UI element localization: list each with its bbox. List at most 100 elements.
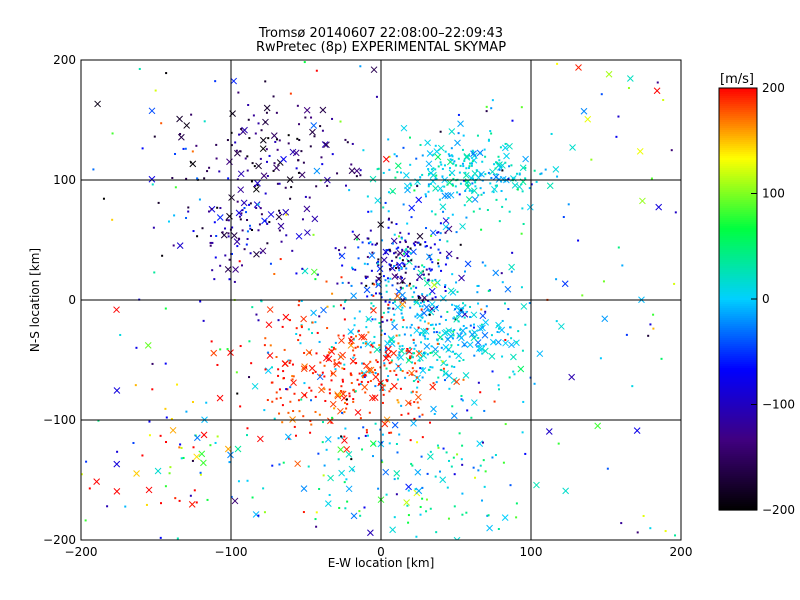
- data-point: [415, 376, 418, 379]
- data-point: [300, 398, 303, 401]
- data-point: [315, 525, 318, 528]
- data-point: [484, 470, 487, 473]
- data-point: [367, 381, 370, 384]
- data-point: [394, 251, 397, 254]
- colorbar-segment: [719, 322, 757, 325]
- data-point: [343, 367, 346, 370]
- colorbar-segment: [719, 418, 757, 421]
- data-point-x: [358, 333, 365, 341]
- data-point: [460, 458, 463, 461]
- data-point: [249, 202, 252, 205]
- data-point: [205, 401, 208, 404]
- colorbar-segment: [719, 370, 757, 373]
- data-point-x: [337, 353, 345, 361]
- colorbar-segment: [719, 426, 757, 429]
- data-point: [266, 175, 269, 178]
- data-point: [414, 315, 417, 318]
- data-point: [401, 281, 404, 284]
- data-point: [396, 276, 399, 279]
- data-point-x: [240, 199, 248, 207]
- data-point: [387, 138, 390, 141]
- data-point: [515, 172, 518, 175]
- data-point: [291, 378, 294, 381]
- data-point: [437, 446, 440, 449]
- data-point: [314, 518, 317, 521]
- data-point: [378, 292, 381, 295]
- data-point: [482, 459, 485, 462]
- data-point-x: [429, 229, 437, 237]
- data-point: [447, 517, 450, 520]
- data-point: [428, 313, 431, 316]
- data-point: [674, 211, 677, 214]
- data-point: [627, 87, 630, 90]
- colorbar-segment: [719, 354, 757, 357]
- data-point-x: [441, 192, 449, 200]
- data-point: [457, 113, 460, 116]
- data-point: [420, 455, 423, 458]
- colorbar-segment: [719, 428, 757, 431]
- data-point-x: [390, 349, 398, 357]
- colorbar-segment: [719, 228, 757, 231]
- data-point-x: [470, 311, 478, 319]
- data-point: [345, 184, 348, 187]
- data-point: [485, 105, 488, 108]
- data-point: [469, 305, 472, 308]
- x-tick-label: 100: [520, 545, 543, 559]
- data-point: [207, 210, 210, 213]
- data-point: [364, 434, 367, 437]
- data-point: [374, 243, 377, 246]
- data-point: [420, 308, 423, 311]
- data-point: [385, 378, 388, 381]
- data-point: [377, 277, 380, 280]
- data-point: [476, 284, 479, 287]
- data-point: [452, 350, 455, 353]
- data-point: [397, 267, 400, 270]
- data-point: [402, 319, 405, 322]
- data-point: [374, 372, 377, 375]
- data-point: [385, 493, 388, 496]
- data-point: [524, 166, 527, 169]
- data-point-x: [471, 196, 479, 203]
- data-point: [387, 375, 390, 378]
- data-point: [330, 346, 333, 349]
- colorbar-segment: [719, 214, 757, 217]
- data-point: [381, 320, 384, 323]
- data-point-x: [370, 66, 378, 74]
- data-point: [428, 254, 431, 257]
- colorbar-segment: [719, 500, 757, 503]
- data-point: [476, 291, 479, 294]
- data-point: [216, 206, 219, 209]
- data-point: [310, 389, 313, 392]
- data-point: [470, 164, 473, 167]
- data-point-x: [348, 465, 356, 473]
- data-point-x: [605, 70, 613, 78]
- data-point: [295, 272, 298, 275]
- data-point-x: [324, 500, 332, 507]
- data-point: [419, 296, 422, 299]
- data-point: [447, 349, 450, 352]
- data-point: [195, 144, 198, 147]
- data-point: [259, 207, 262, 210]
- data-point: [409, 402, 412, 405]
- data-point: [406, 245, 409, 248]
- data-point-x: [176, 242, 184, 249]
- data-point-x: [193, 453, 201, 461]
- data-point: [330, 349, 333, 352]
- data-point: [450, 159, 453, 162]
- colorbar-segment: [719, 124, 757, 127]
- data-point: [170, 417, 173, 420]
- colorbar-segment: [719, 210, 757, 213]
- data-point: [219, 264, 222, 267]
- data-point: [451, 155, 454, 158]
- data-point: [248, 340, 251, 343]
- data-point-x: [261, 217, 268, 225]
- data-point: [436, 444, 439, 447]
- data-point: [500, 190, 503, 193]
- data-point: [394, 176, 397, 179]
- data-point: [515, 502, 518, 505]
- colorbar-segment: [719, 180, 757, 183]
- data-point-x: [428, 300, 436, 308]
- data-point: [206, 170, 209, 173]
- data-point: [484, 173, 487, 176]
